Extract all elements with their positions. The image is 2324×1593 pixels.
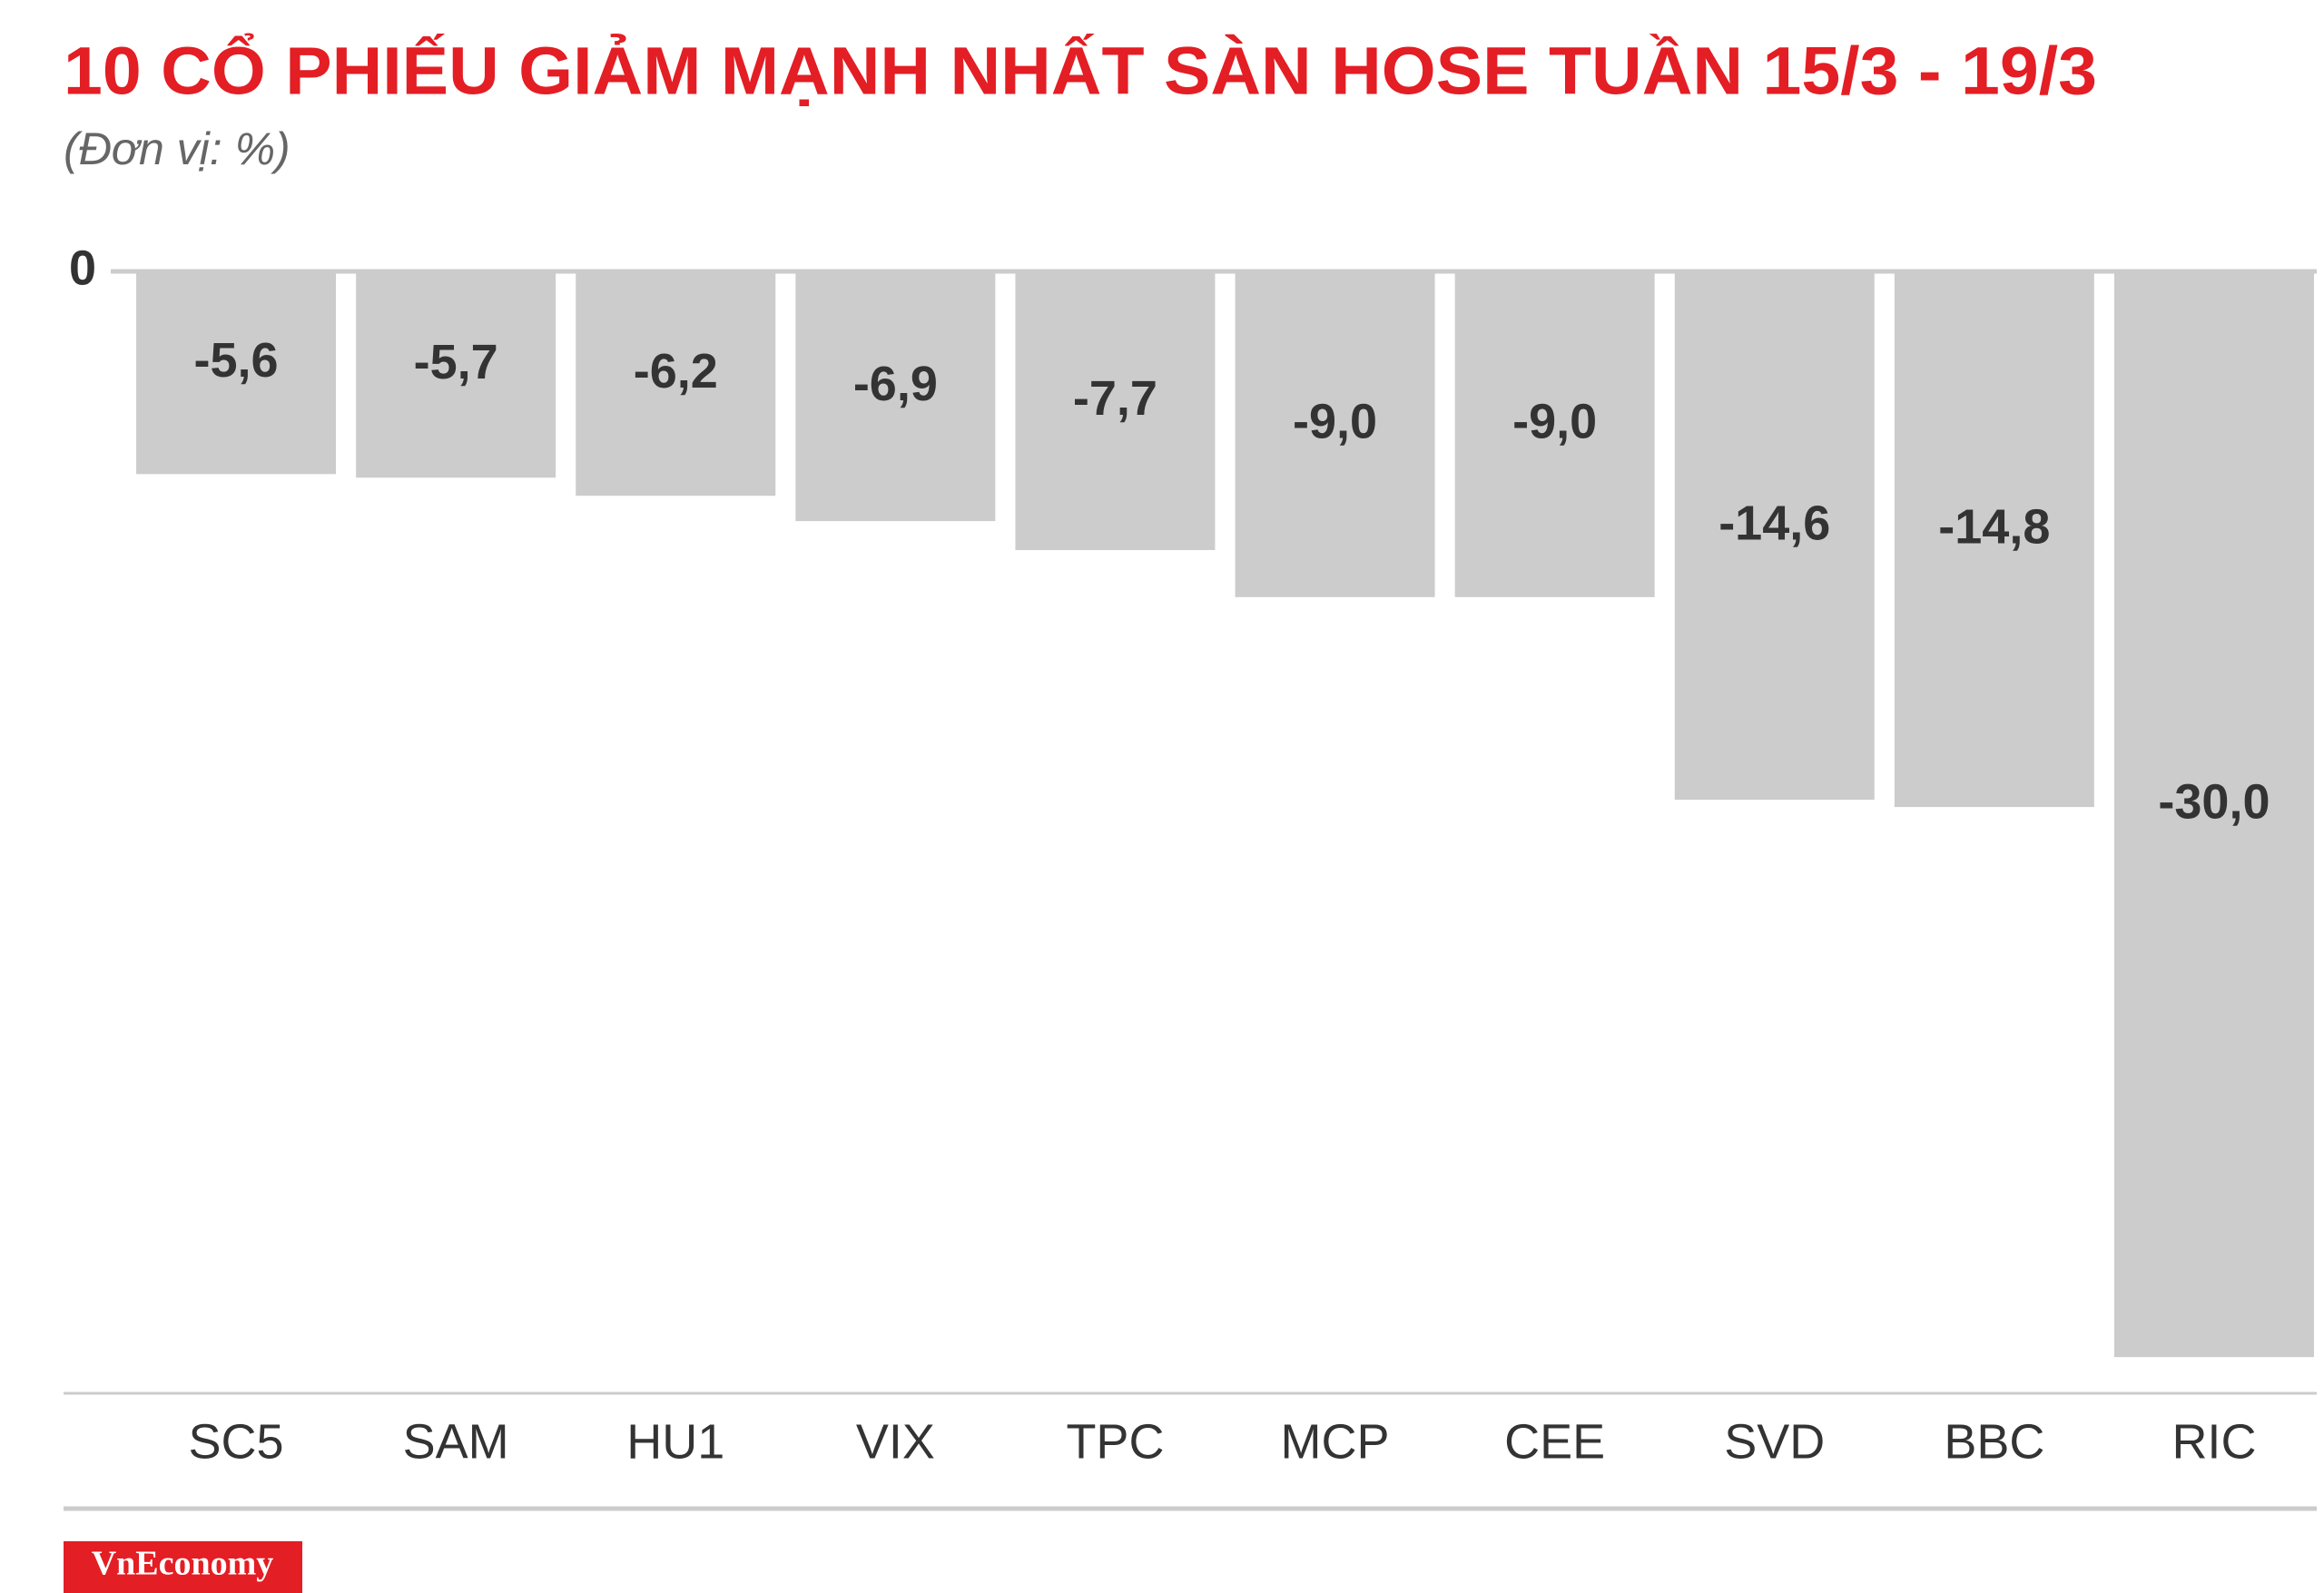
bar	[1015, 271, 1216, 551]
value-label: -14,6	[1718, 496, 1830, 550]
chart-subtitle: (Đơn vị: %)	[64, 123, 290, 174]
value-label: -14,8	[1938, 499, 2050, 554]
x-tick-label: BBC	[1944, 1414, 2044, 1469]
bar	[576, 271, 776, 497]
x-tick-label: RIC	[2171, 1414, 2256, 1469]
value-label: -9,0	[1293, 395, 1377, 449]
bar	[1454, 271, 1655, 597]
value-label: -6,9	[853, 357, 938, 411]
x-tick-label: SVD	[1724, 1414, 1825, 1469]
bar	[1674, 271, 1875, 801]
x-tick-label: VIX	[856, 1414, 935, 1469]
bar	[2113, 271, 2314, 1358]
value-label: -7,7	[1073, 371, 1157, 426]
bar	[795, 271, 996, 522]
x-tick-label: TPC	[1066, 1414, 1164, 1469]
logo-box	[64, 1541, 302, 1593]
bar	[1235, 271, 1435, 597]
value-label: -5,7	[414, 335, 498, 389]
bar	[356, 271, 556, 478]
y-tick-label: 0	[69, 241, 96, 295]
value-label: -9,0	[1512, 395, 1597, 449]
bar	[136, 271, 337, 475]
value-label: -6,2	[634, 344, 718, 398]
x-tick-label: SAM	[403, 1414, 509, 1469]
x-tick-label: CEE	[1504, 1414, 1605, 1469]
bar	[1894, 271, 2094, 808]
chart-title: 10 CỔ PHIẾU GIẢM MẠNH NHẤT SÀN HOSE TUẦN…	[64, 34, 2097, 109]
value-label: -5,6	[194, 333, 279, 388]
x-tick-label: MCP	[1281, 1414, 1390, 1469]
x-tick-label: HU1	[626, 1414, 724, 1469]
value-label: -30,0	[2158, 774, 2270, 829]
logo-text: VnEconomy	[92, 1545, 274, 1583]
x-tick-label: SC5	[189, 1414, 284, 1469]
